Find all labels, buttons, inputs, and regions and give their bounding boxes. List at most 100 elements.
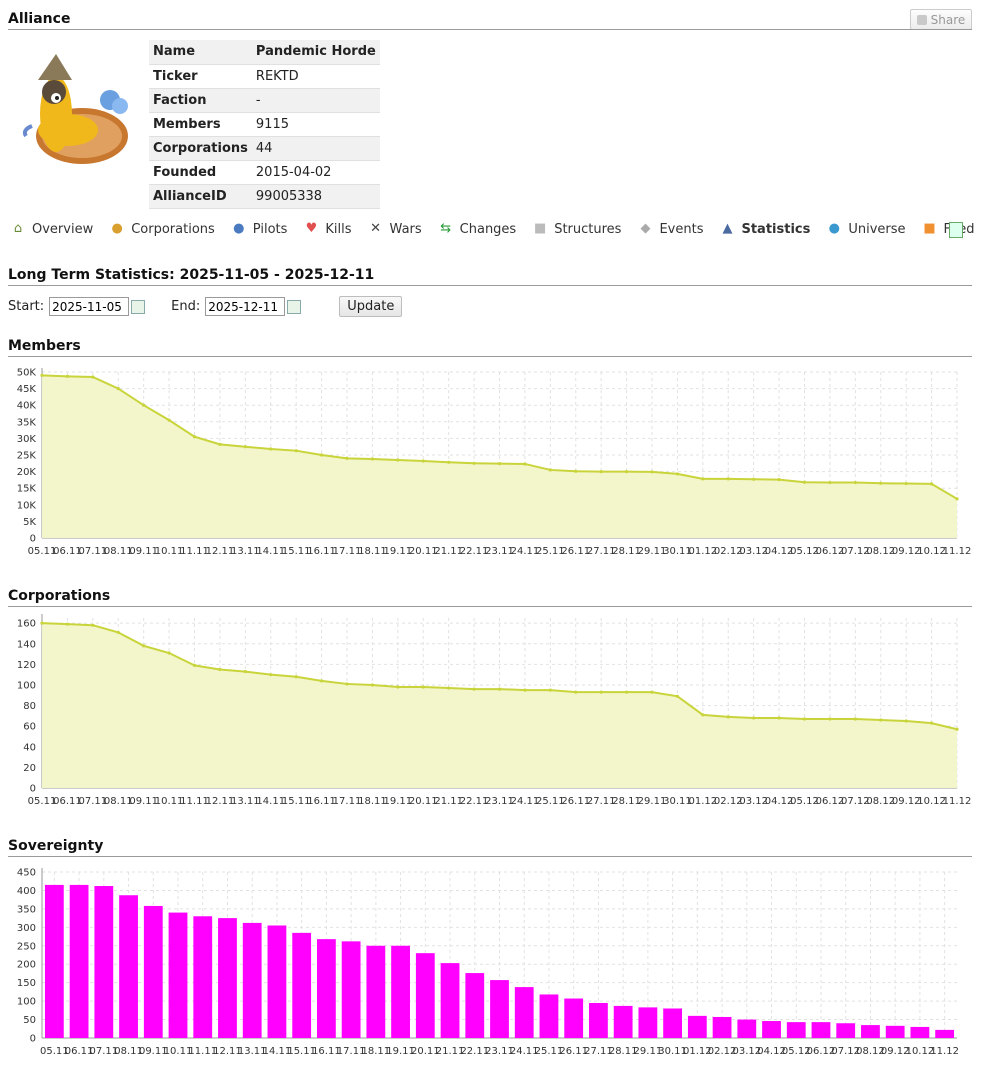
share-label: Share [930,12,966,27]
sovereignty-chart: 05010015020025030035040045005.1106.1107.… [17,868,959,1058]
nav-item-statistics[interactable]: ▲ Statistics [719,221,810,237]
data-point [421,685,425,689]
corporations-icon: ● [111,221,123,236]
update-button[interactable]: Update [339,296,403,317]
data-point [879,481,883,485]
data-point [802,480,807,484]
x-tick-label: 23.11 [485,796,514,807]
x-tick-label: 08.11 [104,546,133,557]
x-tick-label: 23.11 [485,1046,514,1057]
x-tick-label: 19.11 [386,1046,415,1057]
header-divider [8,29,972,30]
data-point [116,387,120,391]
start-date-input[interactable] [49,297,130,316]
end-date-input[interactable] [205,297,286,316]
bookmark-icon[interactable] [949,222,963,238]
stats-divider [8,285,972,286]
bar [218,918,237,1038]
x-tick-label: 07.12 [841,546,870,557]
thumbs-up-icon [916,14,927,25]
data-point [904,719,908,723]
nav-item-changes[interactable]: ⇆ Changes [438,221,516,237]
data-point [497,462,502,466]
bar [69,884,89,1038]
data-point [548,688,552,692]
calendar-icon[interactable] [287,299,302,314]
data-point [294,449,298,453]
y-tick-label: 0 [30,784,36,795]
bar [143,905,163,1038]
chart-icon: ▲ [722,221,733,236]
data-point [91,623,95,627]
x-tick-label: 08.12 [866,796,895,807]
y-tick-label: 15K [17,484,37,495]
bar [811,1022,831,1038]
data-point [828,717,832,721]
y-tick-label: 50K [17,368,37,379]
nav-item-corporations[interactable]: ● Corporations [109,221,215,237]
x-tick-label: 07.11 [90,1046,119,1057]
y-tick-label: 250 [17,941,36,952]
data-point [192,435,197,439]
data-point [752,477,756,481]
info-value: 99005338 [251,184,380,209]
calendar-icon[interactable] [131,299,146,314]
x-tick-label: 13.11 [231,546,260,557]
nav-item-events[interactable]: ◆ Events [637,221,703,237]
nav-item-pilots[interactable]: ● Pilots [231,221,287,237]
data-point [319,679,324,683]
share-button[interactable]: Share [910,9,972,30]
data-point [218,667,222,672]
bar [341,941,361,1038]
y-tick-label: 40 [23,742,36,753]
data-point [929,482,934,486]
bar [687,1015,707,1038]
y-tick-label: 140 [17,639,36,650]
data-point [802,717,807,721]
bar [415,953,435,1038]
data-point [599,470,603,474]
data-point [929,721,934,725]
x-tick-label: 02.12 [714,796,743,807]
x-tick-label: 25.11 [536,796,565,807]
bar [292,932,312,1038]
nav-item-structures[interactable]: ■ Structures [532,221,621,237]
nav-item-overview[interactable]: ⌂ Overview [10,221,93,237]
members-chart: 0 5K 10K 15K 20K 25K 30K 35K 40K 45K 50K 05.1106.11… [17,368,972,558]
x-tick-label: 17.11 [333,546,362,557]
info-value: 2015-04-02 [251,160,380,185]
x-tick-label: 20.11 [409,796,438,807]
bar [465,973,485,1038]
x-tick-label: 10.11 [155,796,184,807]
page-title: Alliance [8,11,71,27]
data-point [701,477,705,481]
y-tick-label: 300 [17,923,36,934]
nav-item-kills[interactable]: ♥ Kills [303,221,352,237]
corporations-divider [8,606,972,607]
data-point [269,447,273,451]
corporations-chart: 02040608010012014016005.1106.1107.1108.1… [17,614,971,807]
nav-item-universe[interactable]: ● Universe [826,221,906,237]
end-label: End: [171,299,201,314]
info-row: Faction - [149,88,380,113]
x-tick-label: 07.12 [831,1046,860,1057]
data-point [675,472,680,476]
nav-item-wars[interactable]: ✕ Wars [368,221,422,237]
data-point [370,457,375,461]
shuffle-icon: ⇆ [440,221,452,236]
info-key: Faction [149,88,252,113]
data-point [599,690,603,694]
nav-item-label: Structures [554,221,622,237]
x-tick-label: 29.11 [638,796,667,807]
x-tick-label: 09.12 [881,1046,910,1057]
data-point [370,683,375,687]
bar [663,1008,683,1038]
bar [490,980,509,1038]
y-tick-label: 350 [17,904,36,915]
x-tick-label: 01.12 [689,546,718,557]
data-point [472,687,476,691]
y-tick-label: 150 [17,978,36,989]
y-tick-label: 30K [17,434,37,445]
home-icon: ⌂ [13,221,23,236]
x-tick-label: 10.12 [917,546,946,557]
